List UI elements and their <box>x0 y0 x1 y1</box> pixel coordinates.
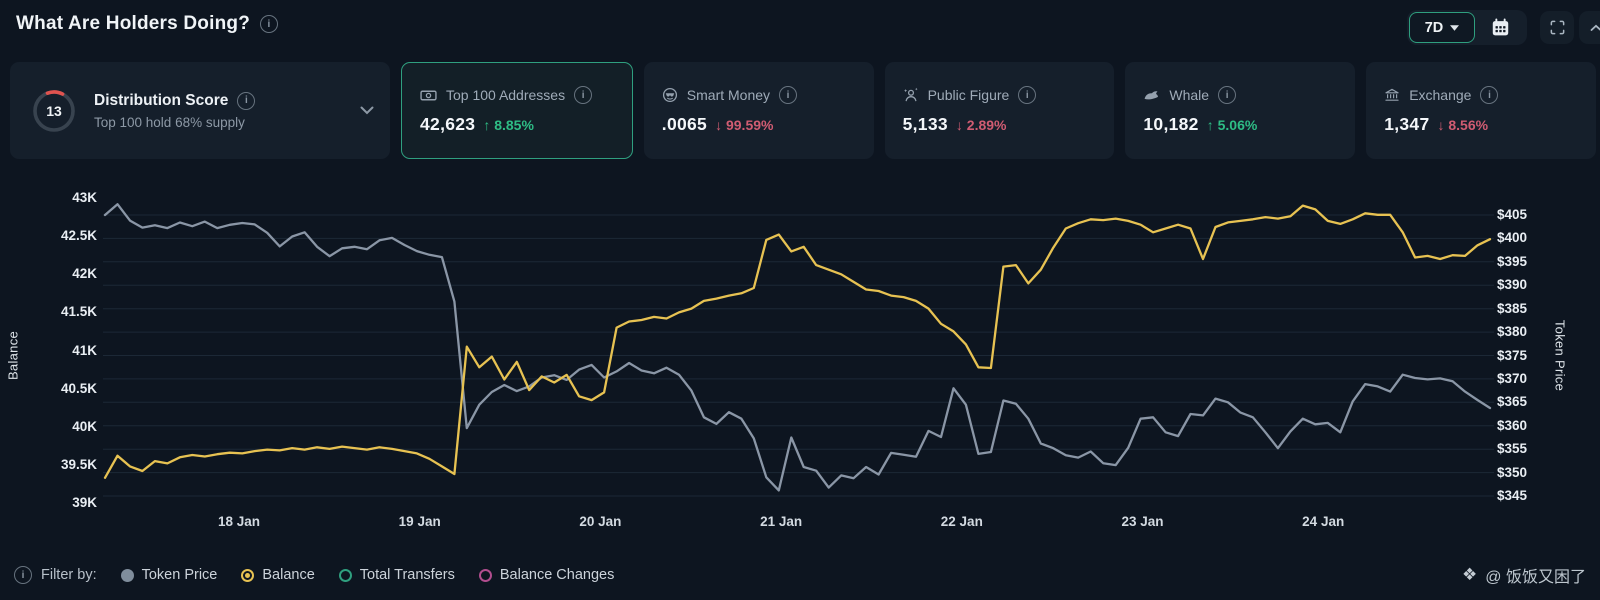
card-delta: ↓ 99.59% <box>715 117 774 133</box>
y-left-tick: 41K <box>72 342 97 358</box>
legend-item-token-price[interactable]: Token Price <box>120 567 217 583</box>
x-axis-tick: 24 Jan <box>1302 514 1345 529</box>
y-left-tick: 42.5K <box>60 228 97 244</box>
total-transfers-marker <box>338 568 352 582</box>
token-price-line <box>103 203 1492 492</box>
card-whale[interactable]: Whale i 10,182 ↑ 5.06% <box>1125 62 1356 159</box>
card-value: 5,133 <box>902 114 948 134</box>
info-icon[interactable]: i <box>260 15 279 33</box>
fullscreen-button[interactable] <box>1540 11 1574 44</box>
time-range-button[interactable]: 7D <box>1409 12 1475 43</box>
y-left-tick: 43K <box>72 190 97 205</box>
y-right-tick: $375 <box>1497 347 1528 363</box>
y-left-tick: 39K <box>72 495 97 510</box>
fullscreen-icon <box>1550 20 1564 35</box>
x-axis-tick: 23 Jan <box>1121 514 1164 529</box>
chevron-down-icon[interactable] <box>360 102 374 120</box>
y-left-tick: 40K <box>72 418 97 434</box>
card-title: Exchange <box>1409 87 1472 103</box>
distribution-score-value: 13 <box>46 103 62 119</box>
y-axis-label-right: Token Price <box>1552 319 1568 392</box>
x-axis-tick: 18 Jan <box>217 514 261 529</box>
legend-item-total-transfers[interactable]: Total Transfers <box>338 567 455 583</box>
card-delta: ↑ 8.85% <box>483 117 534 133</box>
distribution-score-card[interactable]: 13 Distribution Score i Top 100 hold 68%… <box>10 62 390 159</box>
y-right-tick: $370 <box>1497 370 1528 386</box>
legend-item-balance-changes[interactable]: Balance Changes <box>478 567 614 583</box>
chevron-up-icon <box>1590 24 1600 31</box>
info-icon[interactable]: i <box>237 91 256 110</box>
page-title: What Are Holders Doing? i <box>16 13 279 35</box>
info-icon[interactable]: i <box>1480 86 1499 104</box>
distribution-score-title: Distribution Score <box>94 91 229 109</box>
y-right-tick: $395 <box>1497 253 1528 269</box>
diamond-logo-icon: ❖ <box>1462 565 1478 584</box>
y-right-tick: $365 <box>1497 394 1528 410</box>
y-left-tick: 42K <box>72 266 97 282</box>
watermark: ❖ @ 饭饭又困了 <box>1462 558 1586 592</box>
y-right-tick: $385 <box>1497 300 1528 316</box>
x-axis-tick: 20 Jan <box>579 514 622 529</box>
y-right-tick: $400 <box>1497 230 1528 246</box>
whale-icon <box>1143 87 1160 104</box>
balance-marker <box>241 568 255 582</box>
info-icon[interactable]: i <box>574 86 593 104</box>
info-icon[interactable]: i <box>1218 86 1237 104</box>
x-axis-tick: 22 Jan <box>940 514 983 529</box>
x-axis-tick: 21 Jan <box>760 514 803 529</box>
card-title: Smart Money <box>686 87 771 103</box>
y-right-tick: $345 <box>1497 488 1528 503</box>
y-right-tick: $355 <box>1497 441 1528 457</box>
y-right-tick: $380 <box>1497 324 1528 340</box>
card-exchange[interactable]: Exchange i 1,347 ↓ 8.56% <box>1366 62 1596 159</box>
card-smart-money[interactable]: Smart Money i .0065 ↓ 99.59% <box>643 62 874 159</box>
collapse-button[interactable] <box>1579 11 1600 44</box>
info-icon: i <box>14 566 32 584</box>
page-title-text: What Are Holders Doing? <box>16 13 251 34</box>
distribution-score-gauge: 13 <box>33 89 75 132</box>
distribution-score-subtitle: Top 100 hold 68% supply <box>94 114 245 130</box>
info-icon[interactable]: i <box>1018 86 1037 104</box>
x-axis-tick: 19 Jan <box>398 514 441 529</box>
holder-cards-row: 13 Distribution Score i Top 100 hold 68%… <box>10 62 1596 159</box>
card-value: 1,347 <box>1384 114 1430 134</box>
time-range-label: 7D <box>1424 19 1444 36</box>
card-value: 42,623 <box>420 114 476 134</box>
y-left-tick: 41.5K <box>60 304 97 320</box>
card-value: .0065 <box>661 114 708 134</box>
y-right-tick: $405 <box>1497 207 1528 222</box>
calendar-icon <box>1492 18 1508 36</box>
card-top-100-addresses[interactable]: Top 100 Addresses i 42,623 ↑ 8.85% <box>401 62 633 159</box>
y-axis-label-left: Balance <box>5 330 21 381</box>
card-delta: ↓ 8.56% <box>1437 117 1489 133</box>
chart-legend: i Filter by: Token Price Balance Total T… <box>14 558 614 592</box>
info-icon[interactable]: i <box>779 86 798 104</box>
public-figure-icon <box>903 87 919 103</box>
filter-by-label: i Filter by: <box>14 566 97 584</box>
card-title: Whale <box>1169 87 1210 103</box>
card-title: Public Figure <box>927 87 1010 103</box>
y-right-tick: $350 <box>1497 464 1528 480</box>
legend-item-balance[interactable]: Balance <box>241 567 315 583</box>
y-right-tick: $360 <box>1497 417 1528 433</box>
card-delta: ↑ 5.06% <box>1206 117 1258 133</box>
smart-money-icon <box>662 87 678 103</box>
y-left-tick: 40.5K <box>60 380 97 396</box>
caret-down-icon <box>1450 24 1460 31</box>
exchange-icon <box>1384 87 1400 103</box>
card-public-figure[interactable]: Public Figure i 5,133 ↓ 2.89% <box>884 62 1115 159</box>
card-delta: ↓ 2.89% <box>955 117 1007 133</box>
watermark-text: @ 饭饭又困了 <box>1485 569 1586 586</box>
y-right-tick: $390 <box>1497 277 1528 293</box>
balance-line <box>103 204 1492 479</box>
calendar-button[interactable] <box>1475 12 1525 43</box>
card-title: Top 100 Addresses <box>446 87 566 103</box>
y-left-tick: 39.5K <box>60 456 97 472</box>
card-value: 10,182 <box>1143 114 1199 134</box>
banknote-icon <box>420 87 437 104</box>
time-range-group: 7D <box>1407 10 1527 45</box>
token-price-marker <box>120 568 134 582</box>
balance-changes-marker <box>478 568 492 582</box>
